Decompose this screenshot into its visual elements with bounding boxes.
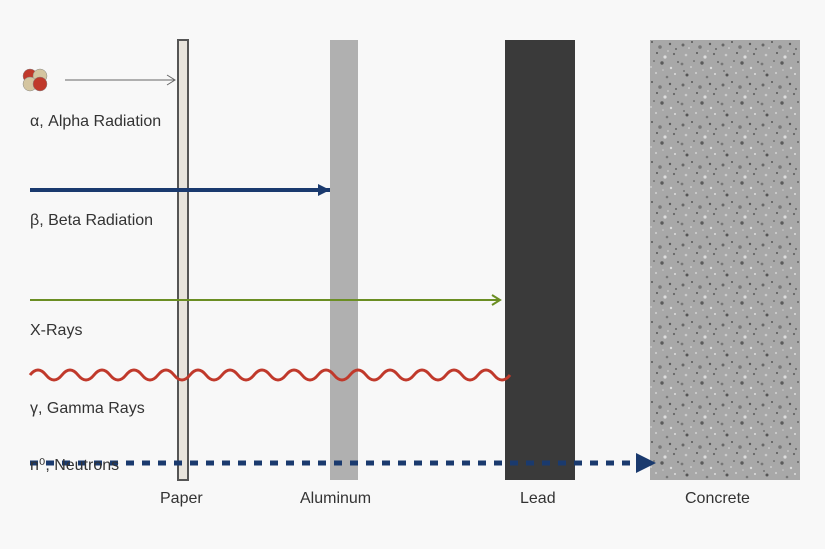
radiation-penetration-diagram: α, Alpha Radiation β, Beta Radiation X-Ray…: [0, 0, 825, 544]
paper-label: Paper: [160, 490, 203, 508]
alpha-label: α, Alpha Radiation: [30, 113, 161, 131]
diagram-svg: [0, 0, 825, 544]
concrete-barrier: [650, 40, 800, 480]
paper-barrier: [178, 40, 188, 480]
xray-label: X-Rays: [30, 322, 82, 340]
lead-barrier: [505, 40, 575, 480]
alpha-particle-icon: [23, 69, 47, 91]
beta-arrowhead: [318, 184, 330, 196]
concrete-label: Concrete: [685, 490, 750, 508]
aluminum-label: Aluminum: [300, 490, 371, 508]
gamma-label: γ, Gamma Rays: [30, 400, 145, 418]
gamma-wave: [30, 370, 510, 380]
beta-label: β, Beta Radiation: [30, 212, 153, 230]
neutron-label: n⁰, Neutrons: [30, 455, 119, 475]
lead-label: Lead: [520, 490, 556, 508]
particles-layer: [23, 69, 47, 91]
barriers-layer: [178, 40, 800, 480]
aluminum-barrier: [330, 40, 358, 480]
